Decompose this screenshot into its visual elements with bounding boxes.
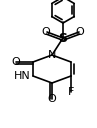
- Text: HN: HN: [14, 71, 31, 81]
- Text: O: O: [76, 27, 84, 37]
- Text: O: O: [48, 94, 56, 104]
- Text: O: O: [42, 27, 50, 37]
- Text: O: O: [12, 57, 20, 67]
- Text: F: F: [68, 87, 74, 97]
- Text: N: N: [48, 50, 56, 60]
- Text: S: S: [58, 31, 68, 45]
